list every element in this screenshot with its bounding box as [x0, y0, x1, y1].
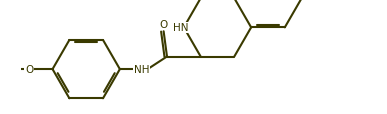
Text: NH: NH: [134, 65, 149, 74]
Text: O: O: [25, 65, 34, 74]
Text: HN: HN: [173, 23, 188, 33]
Text: O: O: [159, 19, 168, 29]
